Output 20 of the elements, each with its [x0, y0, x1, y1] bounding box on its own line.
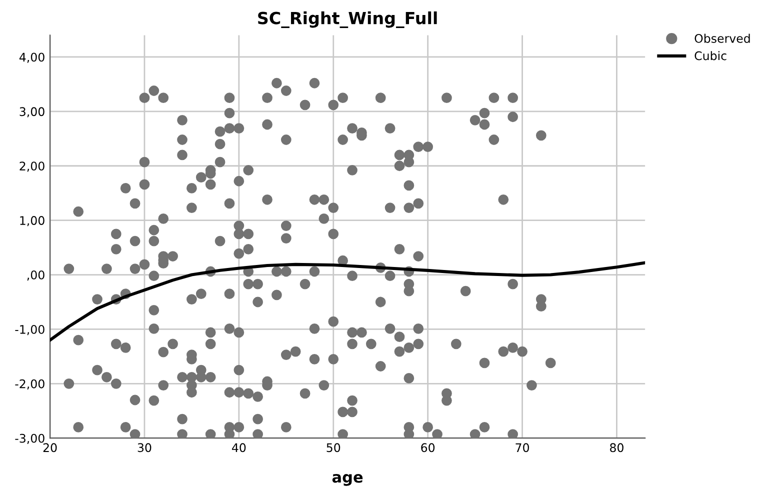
y-tick-label: -3,00	[15, 434, 44, 444]
y-tick-label: 4,00	[19, 52, 44, 63]
x-tick-label: 20	[43, 443, 57, 452]
chart-title: SC_Right_Wing_Full	[258, 11, 437, 28]
x-tick-label: 60	[421, 443, 435, 452]
y-tick-label: 3,00	[20, 107, 44, 118]
y-tick-label: -1,00	[15, 324, 44, 336]
line-series	[50, 261, 646, 342]
x-axis-title: age	[332, 474, 363, 486]
y-tick-label: 1,00	[20, 216, 44, 226]
legend-label: Observed	[694, 34, 750, 43]
x-tick-label: 70	[516, 443, 529, 452]
x-tick-label: 30	[138, 443, 152, 452]
y-tick-label: 2,00	[20, 162, 44, 172]
x-tick-label: 40	[232, 443, 246, 452]
y-tick-label: ,00	[27, 270, 44, 281]
y-tick-label: -2,00	[15, 379, 44, 390]
x-tick-label: 80	[610, 443, 624, 452]
x-tick-label: 50	[326, 443, 340, 452]
legend-label: Cubic	[694, 51, 726, 60]
